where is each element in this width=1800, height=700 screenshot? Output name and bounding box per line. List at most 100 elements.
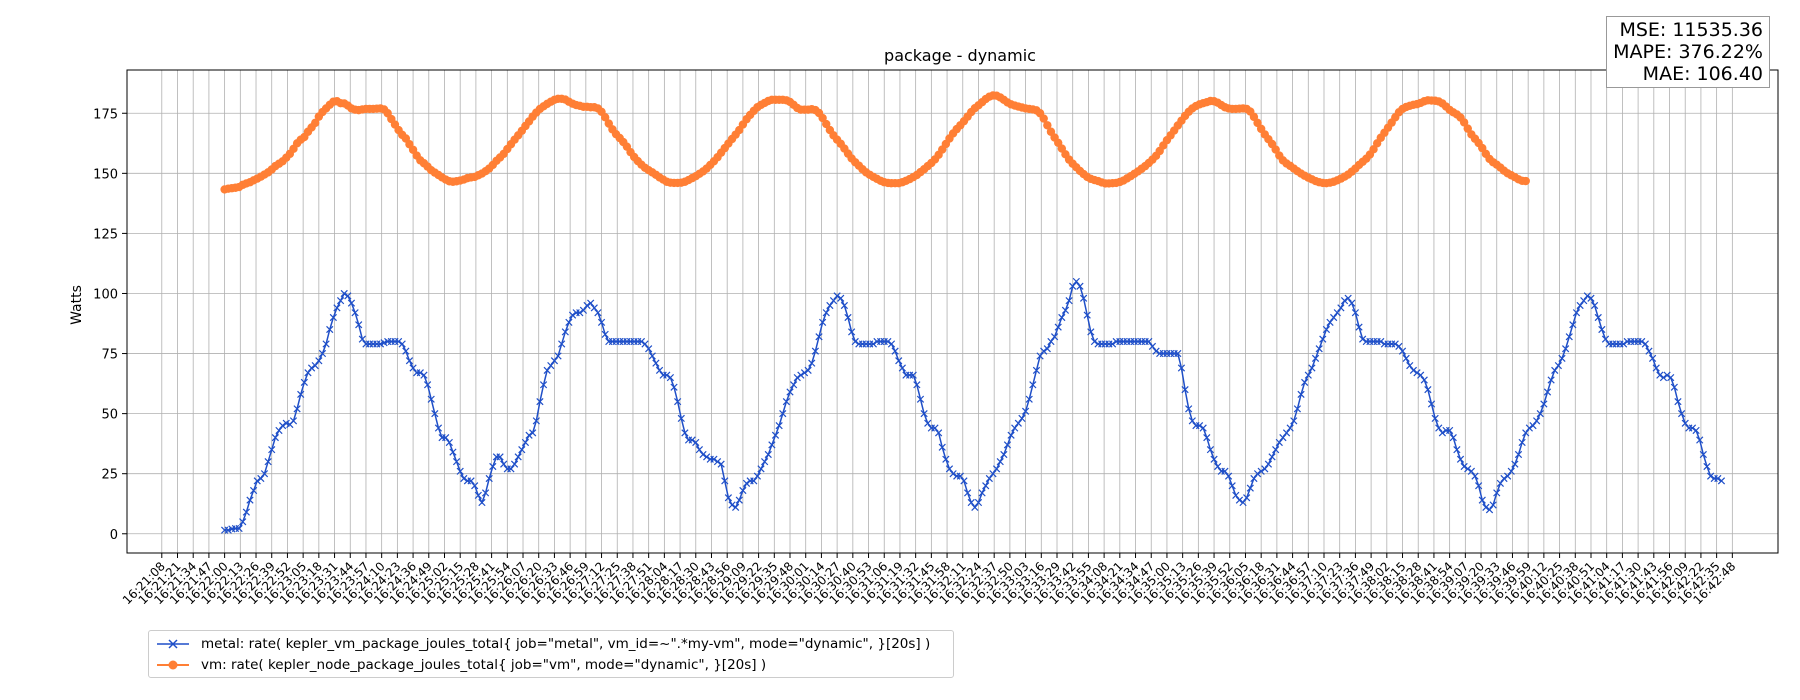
data-point bbox=[670, 383, 678, 391]
data-point bbox=[1525, 424, 1533, 432]
data-point bbox=[1478, 496, 1486, 504]
data-point bbox=[750, 477, 758, 485]
data-point bbox=[1714, 474, 1722, 483]
data-point bbox=[485, 474, 493, 483]
data-point bbox=[1459, 118, 1469, 127]
y-tick-label: 50 bbox=[101, 408, 118, 423]
data-point bbox=[1246, 484, 1254, 492]
data-point bbox=[1500, 474, 1508, 483]
data-point bbox=[1072, 277, 1080, 286]
data-point bbox=[1206, 446, 1215, 454]
y-tick-label: 150 bbox=[93, 167, 118, 182]
data-point bbox=[916, 395, 925, 403]
data-point bbox=[967, 498, 975, 507]
data-point bbox=[600, 113, 610, 122]
data-point bbox=[992, 465, 1001, 473]
data-point bbox=[1239, 498, 1247, 507]
data-point bbox=[1214, 462, 1222, 471]
mape-value: MAPE: 376.22% bbox=[1613, 41, 1763, 63]
data-point bbox=[931, 424, 939, 432]
mae-value: MAE: 106.40 bbox=[1642, 63, 1763, 85]
data-point bbox=[1003, 441, 1012, 449]
data-point bbox=[594, 309, 602, 317]
data-point bbox=[945, 465, 954, 473]
data-point bbox=[815, 333, 823, 341]
data-point bbox=[703, 453, 711, 461]
data-point bbox=[956, 472, 964, 480]
data-point bbox=[1706, 472, 1715, 480]
data-point bbox=[1311, 354, 1320, 362]
data-point bbox=[847, 328, 856, 336]
data-point bbox=[452, 458, 461, 466]
data-point bbox=[518, 446, 526, 454]
data-point bbox=[688, 436, 696, 444]
data-point bbox=[797, 371, 805, 379]
data-point bbox=[257, 474, 265, 483]
data-point bbox=[394, 337, 403, 346]
y-tick-label: 75 bbox=[101, 348, 118, 363]
data-point bbox=[507, 465, 515, 473]
data-point bbox=[840, 301, 848, 310]
data-point bbox=[1580, 297, 1588, 305]
data-point bbox=[521, 438, 530, 447]
data-point bbox=[416, 369, 424, 377]
data-point bbox=[1007, 431, 1015, 439]
data-point bbox=[601, 330, 609, 338]
data-point bbox=[347, 299, 356, 307]
data-point bbox=[1297, 390, 1305, 399]
data-point bbox=[1417, 371, 1425, 379]
data-point bbox=[590, 304, 598, 312]
data-point bbox=[597, 318, 606, 326]
data-point bbox=[913, 381, 921, 389]
data-point bbox=[1011, 424, 1019, 432]
data-point bbox=[681, 429, 689, 437]
data-point bbox=[963, 489, 972, 497]
data-point bbox=[311, 118, 320, 128]
data-point bbox=[1652, 364, 1660, 372]
data-point bbox=[565, 318, 573, 326]
y-axis: 0 25 50 75 100 125 150 175 bbox=[93, 107, 127, 543]
data-point bbox=[431, 410, 439, 418]
data-point bbox=[460, 474, 468, 483]
data-point bbox=[1692, 426, 1700, 435]
data-point bbox=[1264, 460, 1273, 468]
data-point bbox=[1674, 397, 1682, 406]
data-point bbox=[532, 417, 540, 425]
data-point bbox=[1203, 434, 1211, 442]
data-point bbox=[1148, 342, 1157, 350]
metrics-box: MSE: 11535.36 MAPE: 376.22% MAE: 106.40 bbox=[1606, 16, 1770, 88]
data-point bbox=[318, 349, 327, 358]
data-point bbox=[1021, 407, 1030, 415]
data-point bbox=[409, 364, 417, 372]
data-point bbox=[895, 357, 903, 365]
data-point bbox=[1355, 323, 1363, 331]
data-point bbox=[924, 419, 932, 427]
data-point bbox=[1543, 388, 1552, 396]
data-point bbox=[1521, 176, 1530, 186]
data-point bbox=[655, 366, 664, 374]
data-point bbox=[1065, 297, 1073, 305]
data-point bbox=[1587, 294, 1595, 302]
data-point bbox=[1598, 325, 1606, 334]
data-point bbox=[1464, 465, 1472, 473]
data-point bbox=[1536, 410, 1544, 418]
data-point bbox=[887, 340, 896, 348]
data-point bbox=[768, 441, 776, 449]
data-point bbox=[648, 352, 656, 360]
data-point bbox=[344, 292, 352, 300]
data-point bbox=[1152, 347, 1160, 355]
data-point bbox=[1243, 494, 1251, 502]
data-point bbox=[1058, 313, 1066, 322]
legend-label-metal: metal: rate( kepler_vm_package_joules_to… bbox=[201, 636, 931, 652]
data-point bbox=[1576, 301, 1584, 310]
data-point bbox=[583, 301, 591, 310]
data-point bbox=[1482, 503, 1490, 511]
data-point bbox=[1453, 446, 1461, 454]
data-point bbox=[1391, 340, 1399, 348]
data-point bbox=[1688, 424, 1697, 432]
data-point bbox=[1344, 294, 1352, 302]
data-point bbox=[235, 524, 243, 533]
data-point bbox=[1395, 342, 1403, 350]
data-point bbox=[808, 359, 816, 367]
